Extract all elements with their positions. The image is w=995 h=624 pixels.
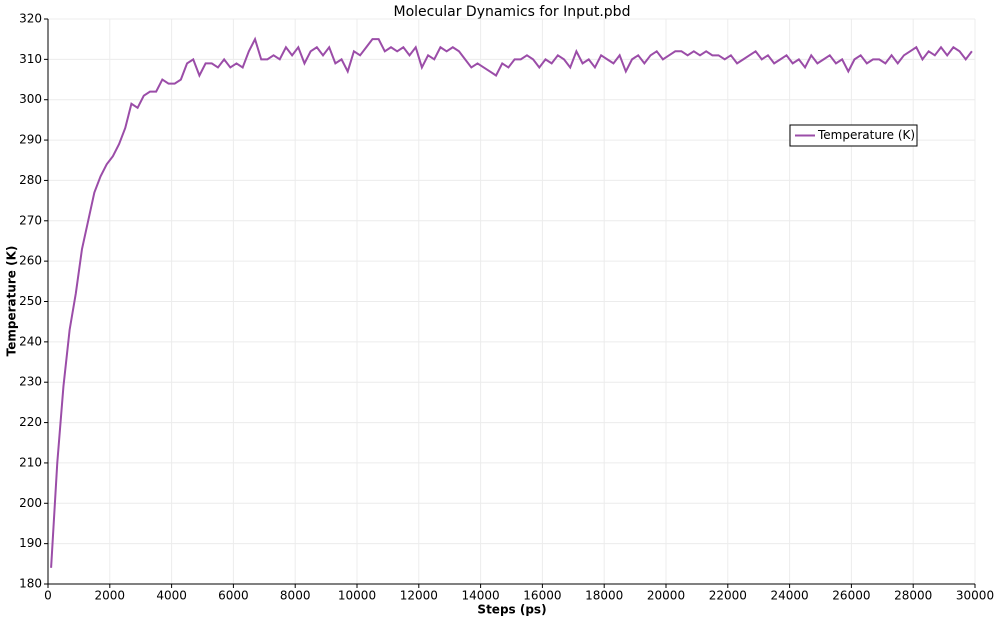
- y-tick-label: 290: [19, 133, 42, 147]
- x-tick-label: 24000: [771, 589, 809, 603]
- x-tick-label: 28000: [894, 589, 932, 603]
- y-tick-label: 310: [19, 52, 42, 66]
- y-tick-label: 220: [19, 415, 42, 429]
- x-tick-label: 20000: [647, 589, 685, 603]
- legend-box: [789, 124, 918, 147]
- y-axis-label: Temperature (K): [5, 246, 19, 357]
- x-tick-label: 14000: [462, 589, 500, 603]
- x-tick-label: 18000: [585, 589, 623, 603]
- y-tick-label: 210: [19, 455, 42, 469]
- y-tick-label: 300: [19, 92, 42, 106]
- y-tick-label: 240: [19, 334, 42, 348]
- series-line: [50, 36, 973, 568]
- y-tick-label: 180: [19, 577, 42, 591]
- x-tick-label: 6000: [218, 589, 249, 603]
- y-tick-label: 260: [19, 254, 42, 268]
- y-tick-label: 230: [19, 375, 42, 389]
- y-tick-label: 190: [19, 536, 42, 550]
- x-tick-label: 0: [44, 589, 52, 603]
- x-tick-label: 16000: [523, 589, 561, 603]
- x-axis-label: Steps (ps): [477, 603, 546, 617]
- x-tick-label: 30000: [956, 589, 994, 603]
- x-tick-label: 26000: [832, 589, 870, 603]
- y-tick-label: 250: [19, 294, 42, 308]
- y-tick-label: 200: [19, 496, 42, 510]
- x-tick-label: 2000: [95, 589, 126, 603]
- y-tick-label: 320: [19, 12, 42, 26]
- legend: Temperature (K): [789, 124, 918, 147]
- x-tick-label: 22000: [709, 589, 747, 603]
- y-tick-label: 280: [19, 173, 42, 187]
- legend-label: Temperature (K): [817, 128, 915, 142]
- x-tick-label: 8000: [280, 589, 311, 603]
- x-tick-label: 12000: [400, 589, 438, 603]
- x-tick-label: 10000: [338, 589, 376, 603]
- x-tick-label: 4000: [156, 589, 187, 603]
- y-tick-label: 270: [19, 213, 42, 227]
- chart-title: Molecular Dynamics for Input.pbd: [394, 4, 631, 20]
